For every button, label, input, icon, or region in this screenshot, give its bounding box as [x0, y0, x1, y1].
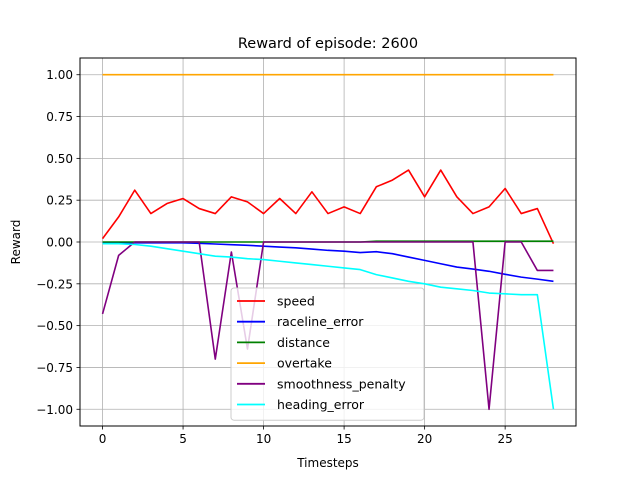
series-layer [101, 73, 555, 411]
x-tick-label: 0 [99, 432, 107, 446]
legend-label: overtake [277, 356, 332, 371]
x-tick-label: 5 [179, 432, 187, 446]
series-line-speed [101, 169, 555, 245]
legend-box [230, 287, 425, 421]
x-tick-label: 15 [336, 432, 351, 446]
y-tick-label: −0.50 [36, 319, 73, 333]
chart-title: Reward of episode: 2600 [238, 36, 418, 52]
y-tick-label: 0.00 [46, 236, 73, 250]
legend-label: distance [277, 335, 330, 350]
x-tick-label: 10 [256, 432, 271, 446]
x-tick-label: 25 [498, 432, 513, 446]
x-axis: 0 5 10 15 20 25 [99, 426, 513, 446]
y-axis-title: Reward [9, 220, 23, 265]
legend-label: speed [277, 294, 315, 309]
x-tick-label: 20 [417, 432, 432, 446]
x-axis-title: Timesteps [296, 456, 359, 470]
y-tick-label: −0.75 [36, 361, 73, 375]
series-line-smoothness-penalty [101, 241, 554, 411]
legend: speed raceline_error distance overtake smoot… [230, 287, 425, 421]
series-line-heading-error [102, 242, 555, 410]
series-line-raceline-error [102, 242, 554, 283]
y-tick-label: 0.50 [46, 152, 73, 166]
y-tick-label: 0.75 [46, 110, 73, 124]
legend-label: smoothness_penalty [277, 376, 406, 391]
y-axis: −1.00 −0.75 −0.50 −0.25 0.00 0.25 0.50 0.75 1.00 [36, 68, 80, 417]
legend-label: heading_error [277, 397, 365, 412]
y-tick-label: −0.25 [36, 277, 73, 291]
legend-label: raceline_error [277, 314, 364, 329]
y-tick-label: −1.00 [36, 403, 73, 417]
y-tick-label: 0.25 [46, 194, 73, 208]
y-tick-label: 1.00 [46, 68, 73, 82]
